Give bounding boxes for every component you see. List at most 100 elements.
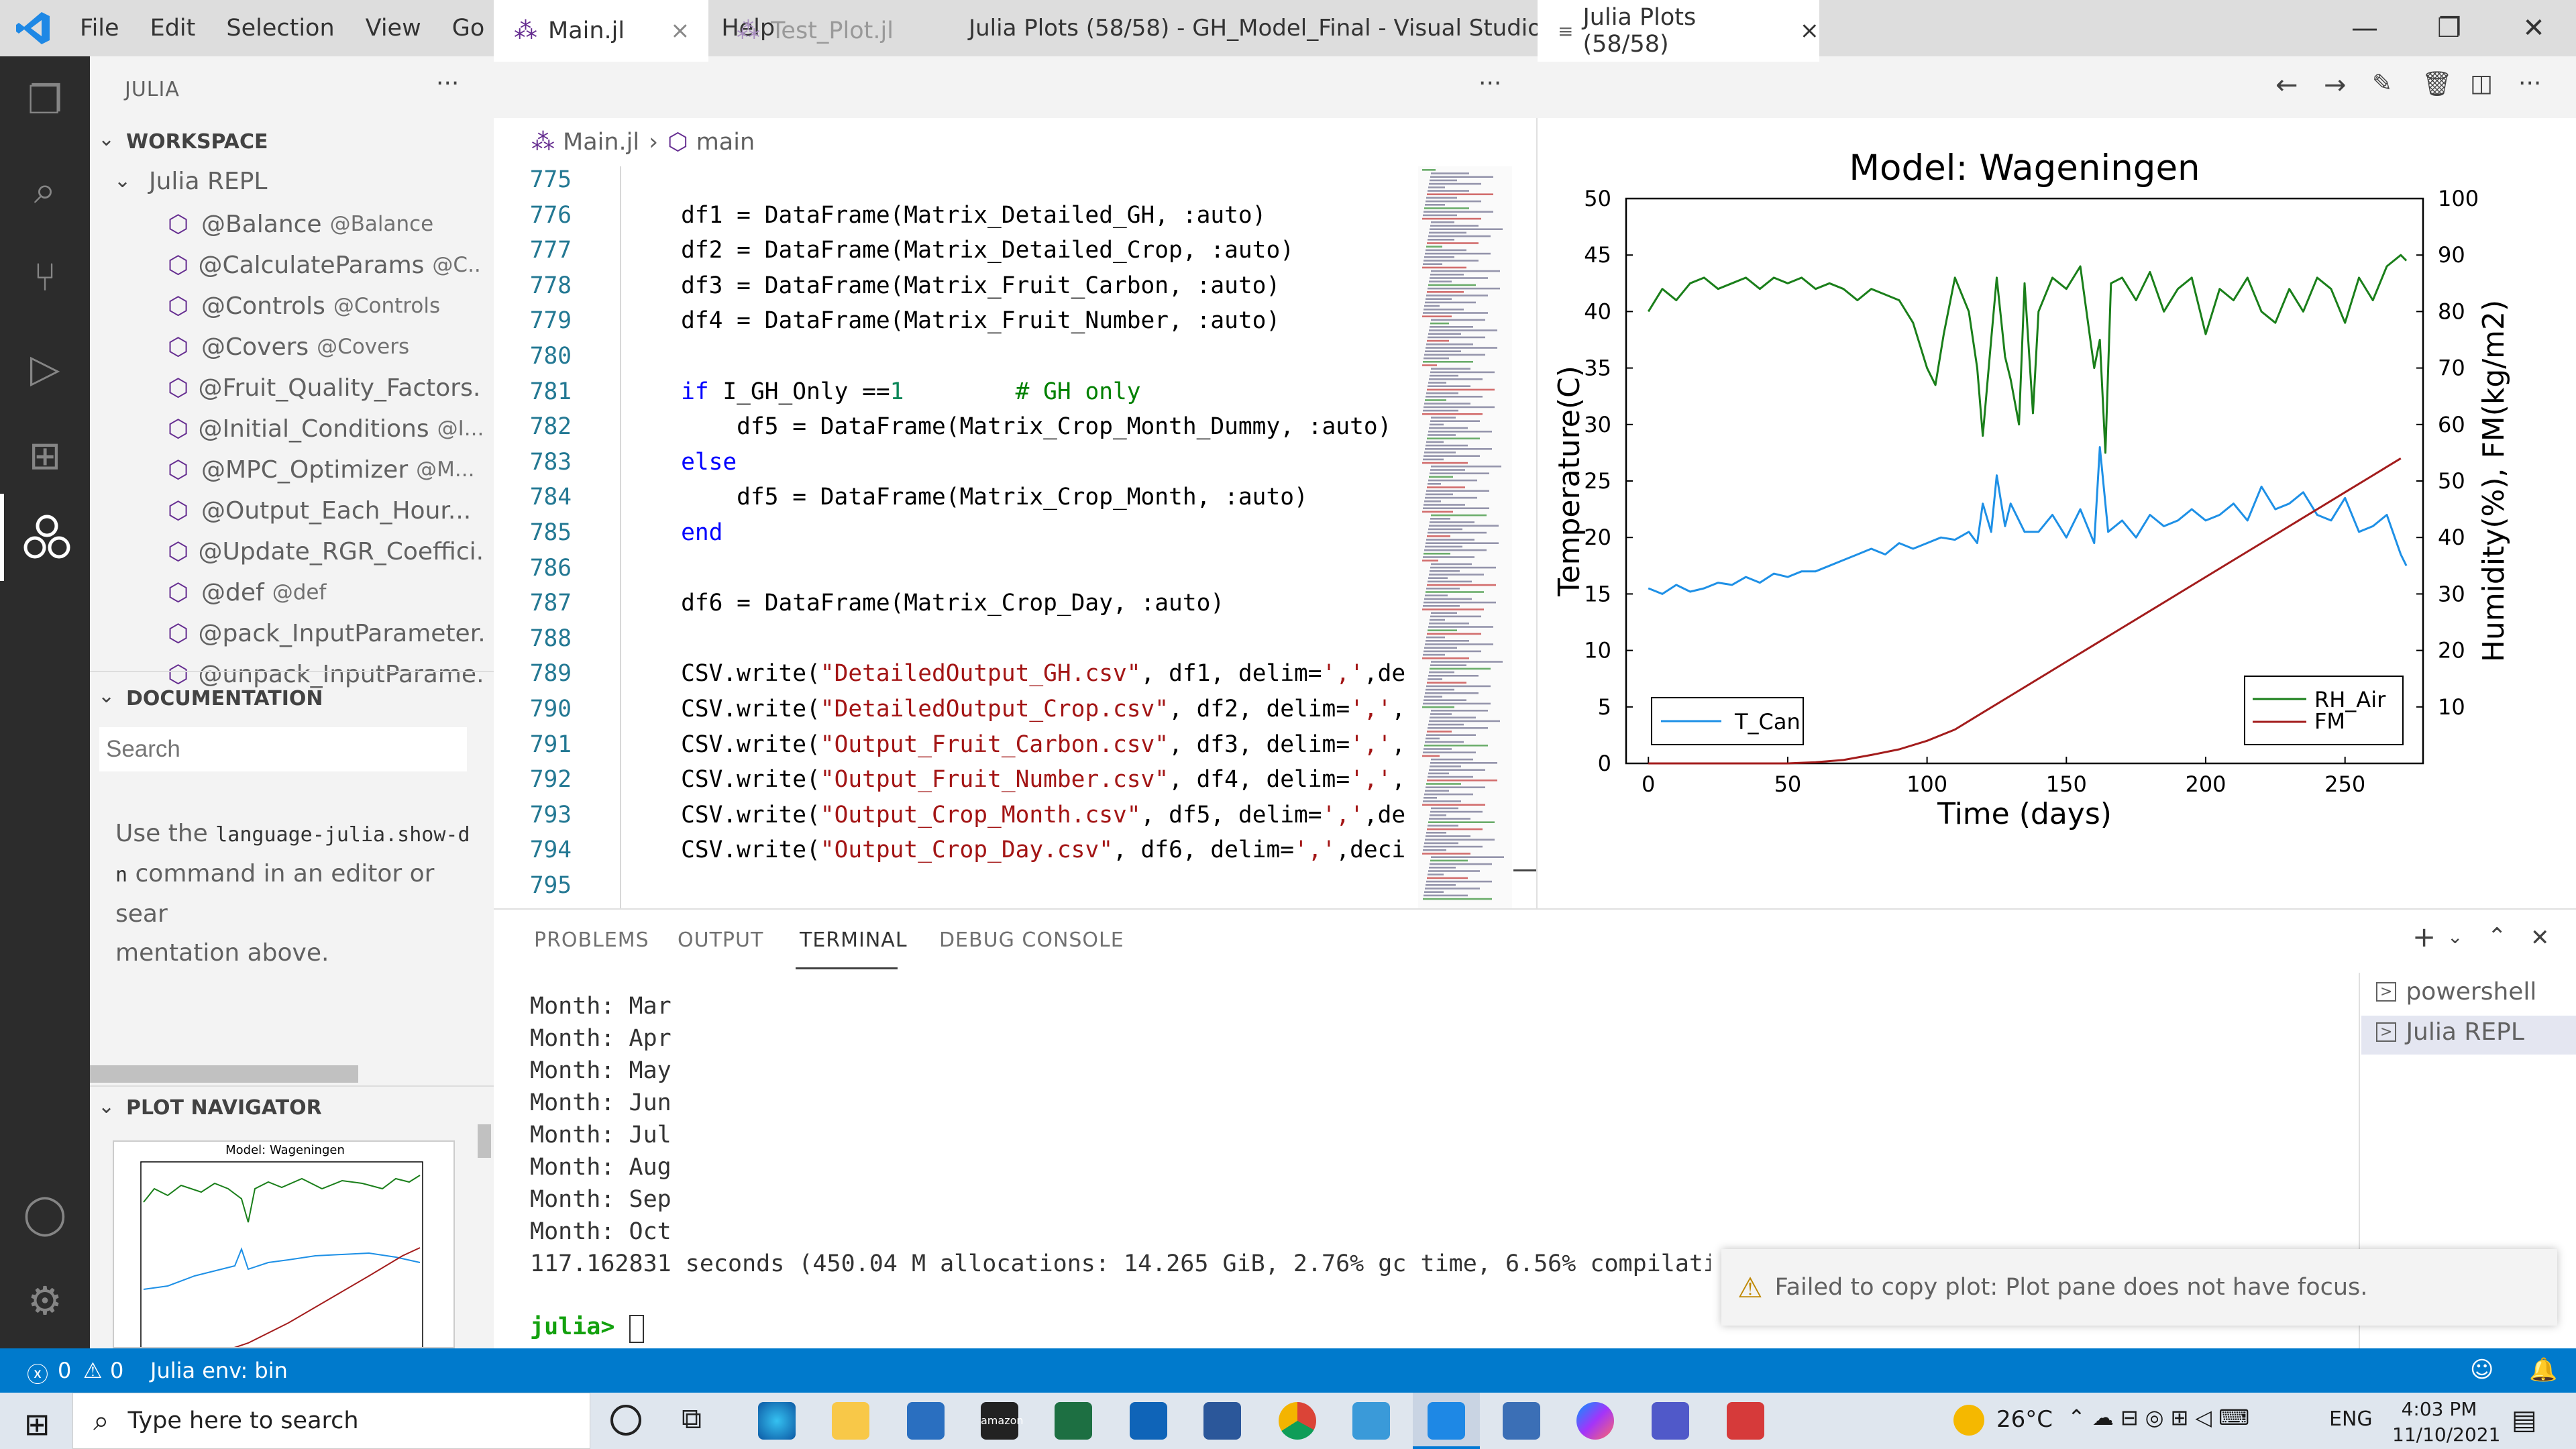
save-plot-icon[interactable]: ✎: [2372, 70, 2393, 97]
workspace-item[interactable]: ⬡ @Output_Each_Hour...: [168, 490, 483, 531]
next-plot-icon[interactable]: →: [2324, 70, 2347, 101]
new-terminal-icon[interactable]: +: [2412, 920, 2436, 953]
errors-icon[interactable]: ⓧ: [27, 1362, 49, 1387]
excel-icon[interactable]: [1055, 1402, 1092, 1440]
system-tray-icons[interactable]: ⌃☁⊟◎⊞◁⌨: [2068, 1405, 2257, 1430]
task-view-icon[interactable]: ⧉: [682, 1402, 702, 1435]
outlook-icon[interactable]: [1130, 1402, 1167, 1440]
tab-output[interactable]: OUTPUT: [678, 928, 764, 952]
terminal-item-powershell[interactable]: > powershell: [2376, 978, 2536, 1006]
chevron-down-icon[interactable]: ⌄: [2447, 926, 2463, 948]
vscode-taskbar-icon[interactable]: [1428, 1402, 1465, 1440]
plot-navigator-header[interactable]: PLOT NAVIGATOR: [126, 1096, 322, 1120]
maximize-panel-icon[interactable]: ⌃: [2487, 923, 2507, 950]
code-line[interactable]: else: [625, 449, 1417, 476]
code-line[interactable]: df5 = DataFrame(Matrix_Crop_Month, :auto…: [625, 484, 1417, 511]
previous-plot-icon[interactable]: ←: [2275, 70, 2298, 101]
amazon-icon[interactable]: amazon: [981, 1402, 1024, 1440]
tab-debug-console[interactable]: DEBUG CONSOLE: [939, 928, 1124, 952]
edge-icon[interactable]: [758, 1402, 796, 1440]
menu-file[interactable]: File: [80, 15, 119, 42]
workspace-item[interactable]: ⬡ @def @def: [168, 572, 483, 612]
notification-toast[interactable]: ⚠ Failed to copy plot: Plot pane does no…: [1721, 1249, 2557, 1326]
code-line[interactable]: df1 = DataFrame(Matrix_Detailed_GH, :aut…: [625, 202, 1417, 229]
workspace-item[interactable]: ⬡ @Fruit_Quality_Factors...: [168, 368, 483, 408]
julia-env-status[interactable]: Julia env: bin: [150, 1358, 288, 1383]
code-line[interactable]: CSV.write("DetailedOutput_Crop.csv", df2…: [625, 696, 1417, 722]
errors-count[interactable]: 0: [58, 1358, 72, 1383]
code-line[interactable]: df3 = DataFrame(Matrix_Fruit_Carbon, :au…: [625, 272, 1417, 299]
cortana-icon[interactable]: [610, 1405, 641, 1436]
teams-icon[interactable]: [1652, 1402, 1689, 1440]
code-line[interactable]: CSV.write("DetailedOutput_GH.csv", df1, …: [625, 660, 1417, 687]
delete-plot-icon[interactable]: 🗑: [2422, 70, 2453, 98]
workspace-item[interactable]: ⬡ @MPC_Optimizer @M...: [168, 449, 483, 490]
plot-thumbnail[interactable]: Model: Wageningen: [113, 1140, 455, 1348]
code-line[interactable]: CSV.write("Output_Crop_Month.csv", df5, …: [625, 802, 1417, 828]
workspace-header[interactable]: WORKSPACE: [126, 130, 268, 154]
close-window-button[interactable]: ✕: [2522, 13, 2545, 44]
chrome-icon[interactable]: [1279, 1402, 1316, 1440]
word-icon[interactable]: [1203, 1402, 1241, 1440]
search-icon[interactable]: ⌕: [34, 167, 56, 213]
source-control-icon[interactable]: ⑂: [33, 254, 57, 300]
restore-button[interactable]: ❐: [2437, 13, 2461, 44]
workspace-item[interactable]: ⬡ @unpack_InputParame...: [168, 654, 483, 694]
workspace-item[interactable]: ⬡ @Balance @Balance: [168, 204, 483, 244]
action-center-icon[interactable]: ▤: [2512, 1405, 2537, 1436]
documentation-header[interactable]: DOCUMENTATION: [126, 687, 323, 710]
weather-temp[interactable]: 26°C: [1996, 1406, 2053, 1433]
feedback-icon[interactable]: ☺: [2470, 1356, 2494, 1383]
chevron-down-icon[interactable]: ⌄: [98, 1095, 115, 1118]
menu-view[interactable]: View: [365, 15, 421, 42]
warning-icon[interactable]: ⚠: [83, 1358, 103, 1383]
tab-julia-plots[interactable]: ≡ Julia Plots (58/58) ×: [1538, 0, 1819, 62]
code-line[interactable]: df5 = DataFrame(Matrix_Crop_Month_Dummy,…: [625, 413, 1417, 440]
tab-terminal[interactable]: TERMINAL: [800, 928, 908, 952]
account-icon[interactable]: ◯: [23, 1191, 67, 1236]
terminal-item-julia-repl[interactable]: > Julia REPL: [2376, 1018, 2524, 1046]
menu-help[interactable]: Help: [721, 15, 775, 42]
breadcrumb-file[interactable]: Main.jl: [563, 129, 640, 156]
horizontal-scrollbar[interactable]: [90, 1065, 358, 1083]
taskbar-search-box[interactable]: ⌕ Type here to search: [72, 1393, 590, 1449]
code-line[interactable]: df2 = DataFrame(Matrix_Detailed_Crop, :a…: [625, 237, 1417, 264]
remote-desktop-icon[interactable]: [1503, 1402, 1540, 1440]
pdf-icon[interactable]: [1727, 1402, 1764, 1440]
workspace-item[interactable]: ⬡ @Update_RGR_Coeffici...: [168, 531, 483, 572]
workspace-item[interactable]: ⬡ @Controls @Controls: [168, 286, 483, 326]
code-line[interactable]: CSV.write("Output_Fruit_Carbon.csv", df3…: [625, 731, 1417, 758]
extensions-icon[interactable]: ⊞: [28, 433, 62, 478]
messenger-icon[interactable]: [1576, 1402, 1614, 1440]
sidebar-more-icon[interactable]: ···: [436, 70, 460, 97]
chevron-down-icon[interactable]: ⌄: [98, 127, 115, 151]
weather-sun-icon[interactable]: [1953, 1405, 1984, 1436]
workspace-item[interactable]: ⬡ @CalculateParams @C...: [168, 245, 483, 285]
language-indicator[interactable]: ENG: [2329, 1407, 2373, 1431]
code-line[interactable]: df4 = DataFrame(Matrix_Fruit_Number, :au…: [625, 307, 1417, 334]
file-explorer-icon[interactable]: [832, 1402, 869, 1440]
code-line[interactable]: CSV.write("Output_Crop_Day.csv", df6, de…: [625, 837, 1417, 863]
windows-start-icon[interactable]: ⊞: [24, 1406, 50, 1442]
tab-test-plot-jl[interactable]: ⁂ Test_Plot.jl: [716, 0, 938, 62]
plot-more-icon[interactable]: ···: [2518, 70, 2542, 97]
chevron-down-icon[interactable]: ⌄: [114, 169, 131, 193]
store-icon[interactable]: [907, 1402, 945, 1440]
workspace-item[interactable]: ⬡ @Covers @Covers: [168, 327, 483, 367]
close-panel-icon[interactable]: ✕: [2530, 924, 2550, 951]
editor-more-icon[interactable]: ···: [1479, 70, 1502, 97]
photos-icon[interactable]: [1352, 1402, 1390, 1440]
menu-selection[interactable]: Selection: [226, 15, 335, 42]
settings-gear-icon[interactable]: ⚙: [28, 1278, 62, 1324]
clock[interactable]: 4:03 PM 11/10/2021: [2392, 1397, 2500, 1448]
explorer-icon[interactable]: ❐: [28, 77, 62, 123]
code-line[interactable]: if I_GH_Only ==1 # GH only: [625, 378, 1417, 405]
minimap[interactable]: [1418, 166, 1512, 908]
warnings-count[interactable]: 0: [110, 1358, 124, 1383]
run-debug-icon[interactable]: ▷: [30, 345, 60, 391]
code-line[interactable]: df6 = DataFrame(Matrix_Crop_Day, :auto): [625, 590, 1417, 616]
minimize-button[interactable]: —: [2351, 13, 2378, 44]
documentation-search-input[interactable]: [99, 727, 467, 771]
workspace-item[interactable]: ⬡ @pack_InputParameter...: [168, 613, 483, 653]
julia-repl-node[interactable]: Julia REPL: [149, 168, 268, 195]
